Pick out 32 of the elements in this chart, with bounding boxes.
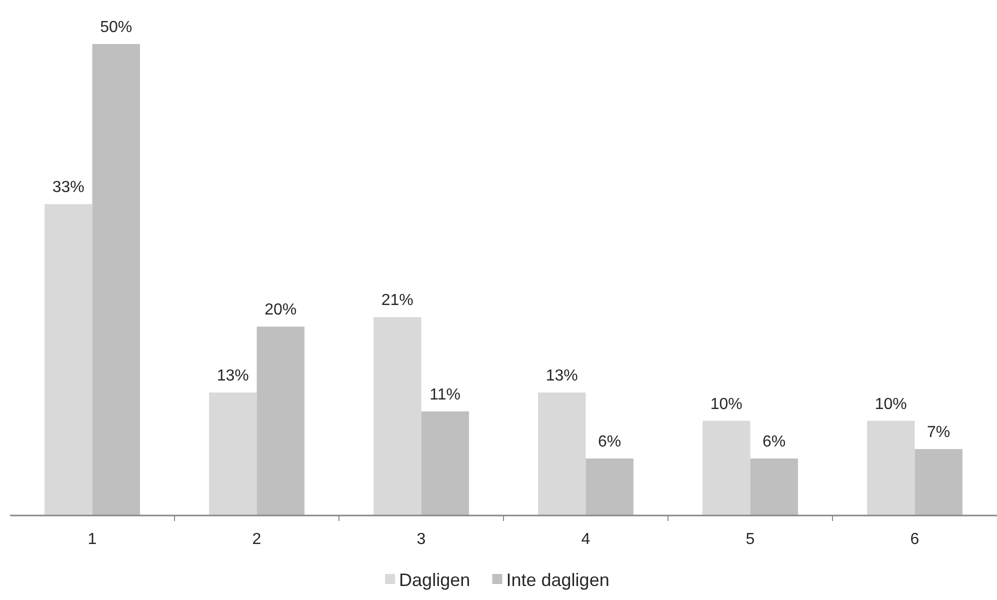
data-label: 7% (927, 424, 950, 442)
bar (209, 392, 257, 515)
x-tick-label: 4 (581, 531, 590, 548)
bar (750, 458, 798, 515)
data-label: 11% (430, 386, 461, 404)
bar (538, 392, 586, 515)
x-tick-label: 5 (746, 531, 755, 548)
bar (702, 420, 750, 515)
bar (374, 317, 422, 515)
bar (914, 449, 962, 515)
data-label: 13% (216, 368, 249, 385)
bar (256, 326, 304, 515)
data-label: 50% (100, 19, 132, 36)
bar (92, 44, 140, 515)
data-label: 10% (874, 396, 907, 413)
data-label: 13% (546, 368, 578, 385)
bar (586, 458, 634, 515)
x-tick-label: 3 (416, 531, 426, 548)
data-label: 20% (264, 302, 297, 319)
bar (867, 420, 915, 515)
data-label: 21% (381, 292, 414, 310)
bar (421, 411, 469, 515)
x-tick-label: 1 (88, 531, 97, 548)
legend-label: Inte dagligen (506, 570, 610, 590)
data-label: 6% (762, 433, 786, 450)
data-label: 10% (710, 396, 742, 413)
bar (44, 204, 92, 515)
x-tick-label: 2 (252, 531, 262, 548)
data-label: 6% (598, 433, 622, 450)
legend-label: Dagligen (399, 570, 470, 590)
data-label: 33% (52, 179, 84, 196)
x-tick-label: 6 (910, 531, 920, 548)
